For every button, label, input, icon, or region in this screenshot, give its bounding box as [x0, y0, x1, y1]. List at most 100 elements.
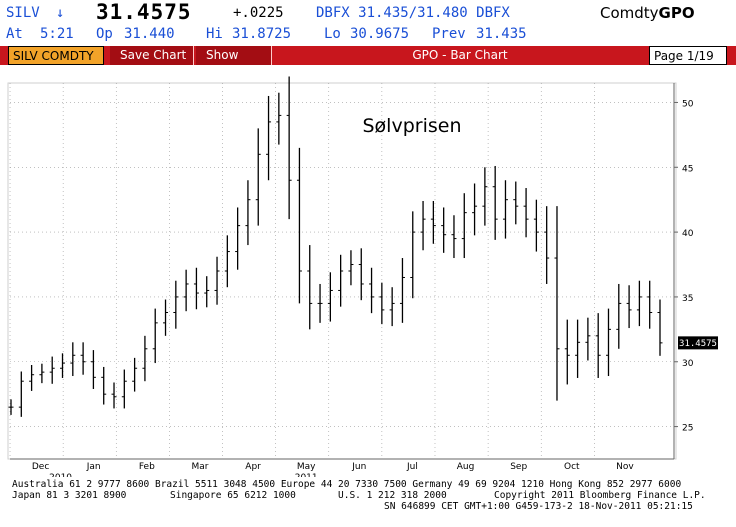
footer-copyright: Copyright 2011 Bloomberg Finance L.P. [494, 490, 706, 501]
price-bar [173, 280, 179, 329]
security-field[interactable]: SILV COMDTY [8, 46, 104, 65]
price-bar [49, 356, 55, 384]
last-price-tag-label: 31.4575 [679, 339, 717, 349]
price-bar [70, 342, 76, 377]
price-bar [224, 235, 230, 288]
footer: Australia 61 2 9777 8600 Brazil 5511 304… [0, 477, 736, 527]
price-bar [564, 319, 570, 385]
time-label: At [6, 26, 23, 42]
price-bar [317, 283, 323, 323]
year-label-2010: 2010 [49, 473, 72, 477]
price-bar [492, 165, 498, 240]
x-tick-label: Oct [564, 462, 580, 472]
y-tick-label: 50 [682, 99, 694, 109]
price-bar [266, 95, 272, 181]
last-price: 31.4575 [96, 0, 192, 24]
x-tick-label: Jan [86, 462, 101, 472]
gridlines [9, 83, 674, 459]
price-bar [338, 254, 344, 307]
price-bar [193, 267, 199, 310]
quote-header: SILV ↓ 31.4575 +.0225 DBFX 31.435/31.480… [0, 0, 736, 46]
price-bar [90, 350, 96, 389]
x-tick-label: Nov [616, 462, 634, 472]
price-bar [544, 206, 550, 284]
price-bar [60, 353, 66, 378]
show-button[interactable]: Show [196, 46, 272, 65]
y-axis: 25 30 35 40 45 50 [673, 83, 694, 459]
price-bar [286, 76, 292, 220]
open-label: Op [96, 26, 113, 42]
price-bar [502, 180, 508, 239]
price-bar [472, 183, 478, 236]
price-bar [358, 248, 364, 301]
prev-label: Prev [432, 26, 466, 42]
x-tick-label: May [297, 462, 316, 472]
price-bar [399, 258, 405, 323]
price-change: +.0225 [233, 5, 284, 21]
price-bar [255, 128, 261, 226]
price-bar [461, 193, 467, 259]
down-arrow-icon: ↓ [56, 5, 65, 21]
price-bar [657, 299, 663, 356]
y-tick-label: 35 [682, 294, 693, 304]
footer-contacts-1: Australia 61 2 9777 8600 Brazil 5511 304… [12, 479, 682, 490]
ticker[interactable]: SILV [6, 5, 40, 21]
price-bar [101, 366, 107, 405]
function-label: ComdtyGPO [600, 4, 695, 22]
last-price-tag-box [678, 336, 718, 350]
price-bar [204, 276, 210, 308]
price-bar [441, 207, 447, 253]
price-bar [482, 167, 488, 226]
page-indicator[interactable]: Page 1/19 [649, 46, 727, 65]
footer-japan: Japan 81 3 3201 8900 [12, 490, 127, 501]
price-bar [235, 207, 241, 270]
footer-session: SN 646899 CET GMT+1:00 G459-173-2 18-Nov… [384, 501, 693, 512]
x-tick-label: Dec [32, 462, 49, 472]
price-bar [554, 206, 560, 401]
y-tick-label: 25 [682, 424, 693, 434]
price-bar [616, 283, 622, 349]
x-axis: Dec Jan Feb Mar Apr May Jun Jul Aug Sep Oct Nov 2010… [10, 458, 674, 477]
price-bar [276, 92, 282, 145]
price-bar [585, 317, 591, 361]
x-tick-label: Jul [406, 462, 418, 472]
price-bar [18, 371, 24, 417]
price-bar [8, 399, 14, 415]
low-label: Lo [324, 26, 341, 42]
time-value: 5:21 [40, 26, 74, 42]
price-bar [163, 299, 169, 336]
price-bar [348, 250, 354, 286]
price-bar [533, 199, 539, 252]
price-bar [575, 319, 581, 378]
price-bar [327, 272, 333, 322]
x-tick-label: Mar [191, 462, 208, 472]
price-bar [513, 181, 519, 225]
price-bar [307, 245, 313, 330]
open-value: 31.440 [124, 26, 175, 42]
bid-ask-quote: DBFX 31.435/31.480 DBFX [316, 5, 510, 21]
price-bar [245, 180, 251, 246]
price-bar [379, 282, 385, 325]
price-bar [430, 200, 436, 244]
high-value: 31.8725 [232, 26, 292, 42]
price-bar [214, 256, 220, 305]
price-bar [296, 147, 302, 304]
save-chart-button[interactable]: Save Chart [110, 46, 194, 65]
last-price-tag: 31.4575 [678, 336, 718, 350]
price-bar [121, 369, 127, 409]
high-label: Hi [206, 26, 223, 42]
price-bar [132, 357, 138, 392]
price-bar [647, 280, 653, 329]
prev-value: 31.435 [476, 26, 527, 42]
y-tick-label: 40 [682, 229, 694, 239]
price-bar [29, 365, 35, 391]
y-tick-label: 45 [682, 164, 693, 174]
price-bar [626, 285, 632, 329]
price-bar [183, 269, 189, 312]
x-tick-label: Sep [510, 462, 527, 472]
bar-chart: 25 30 35 40 45 50 Dec Jan Feb Mar Apr May Jun Jul Aug… [7, 76, 718, 477]
price-bar [80, 342, 86, 375]
price-bar [111, 382, 117, 409]
chart-title: Sølvprisen [363, 115, 462, 137]
y-tick-label: 30 [682, 359, 694, 369]
